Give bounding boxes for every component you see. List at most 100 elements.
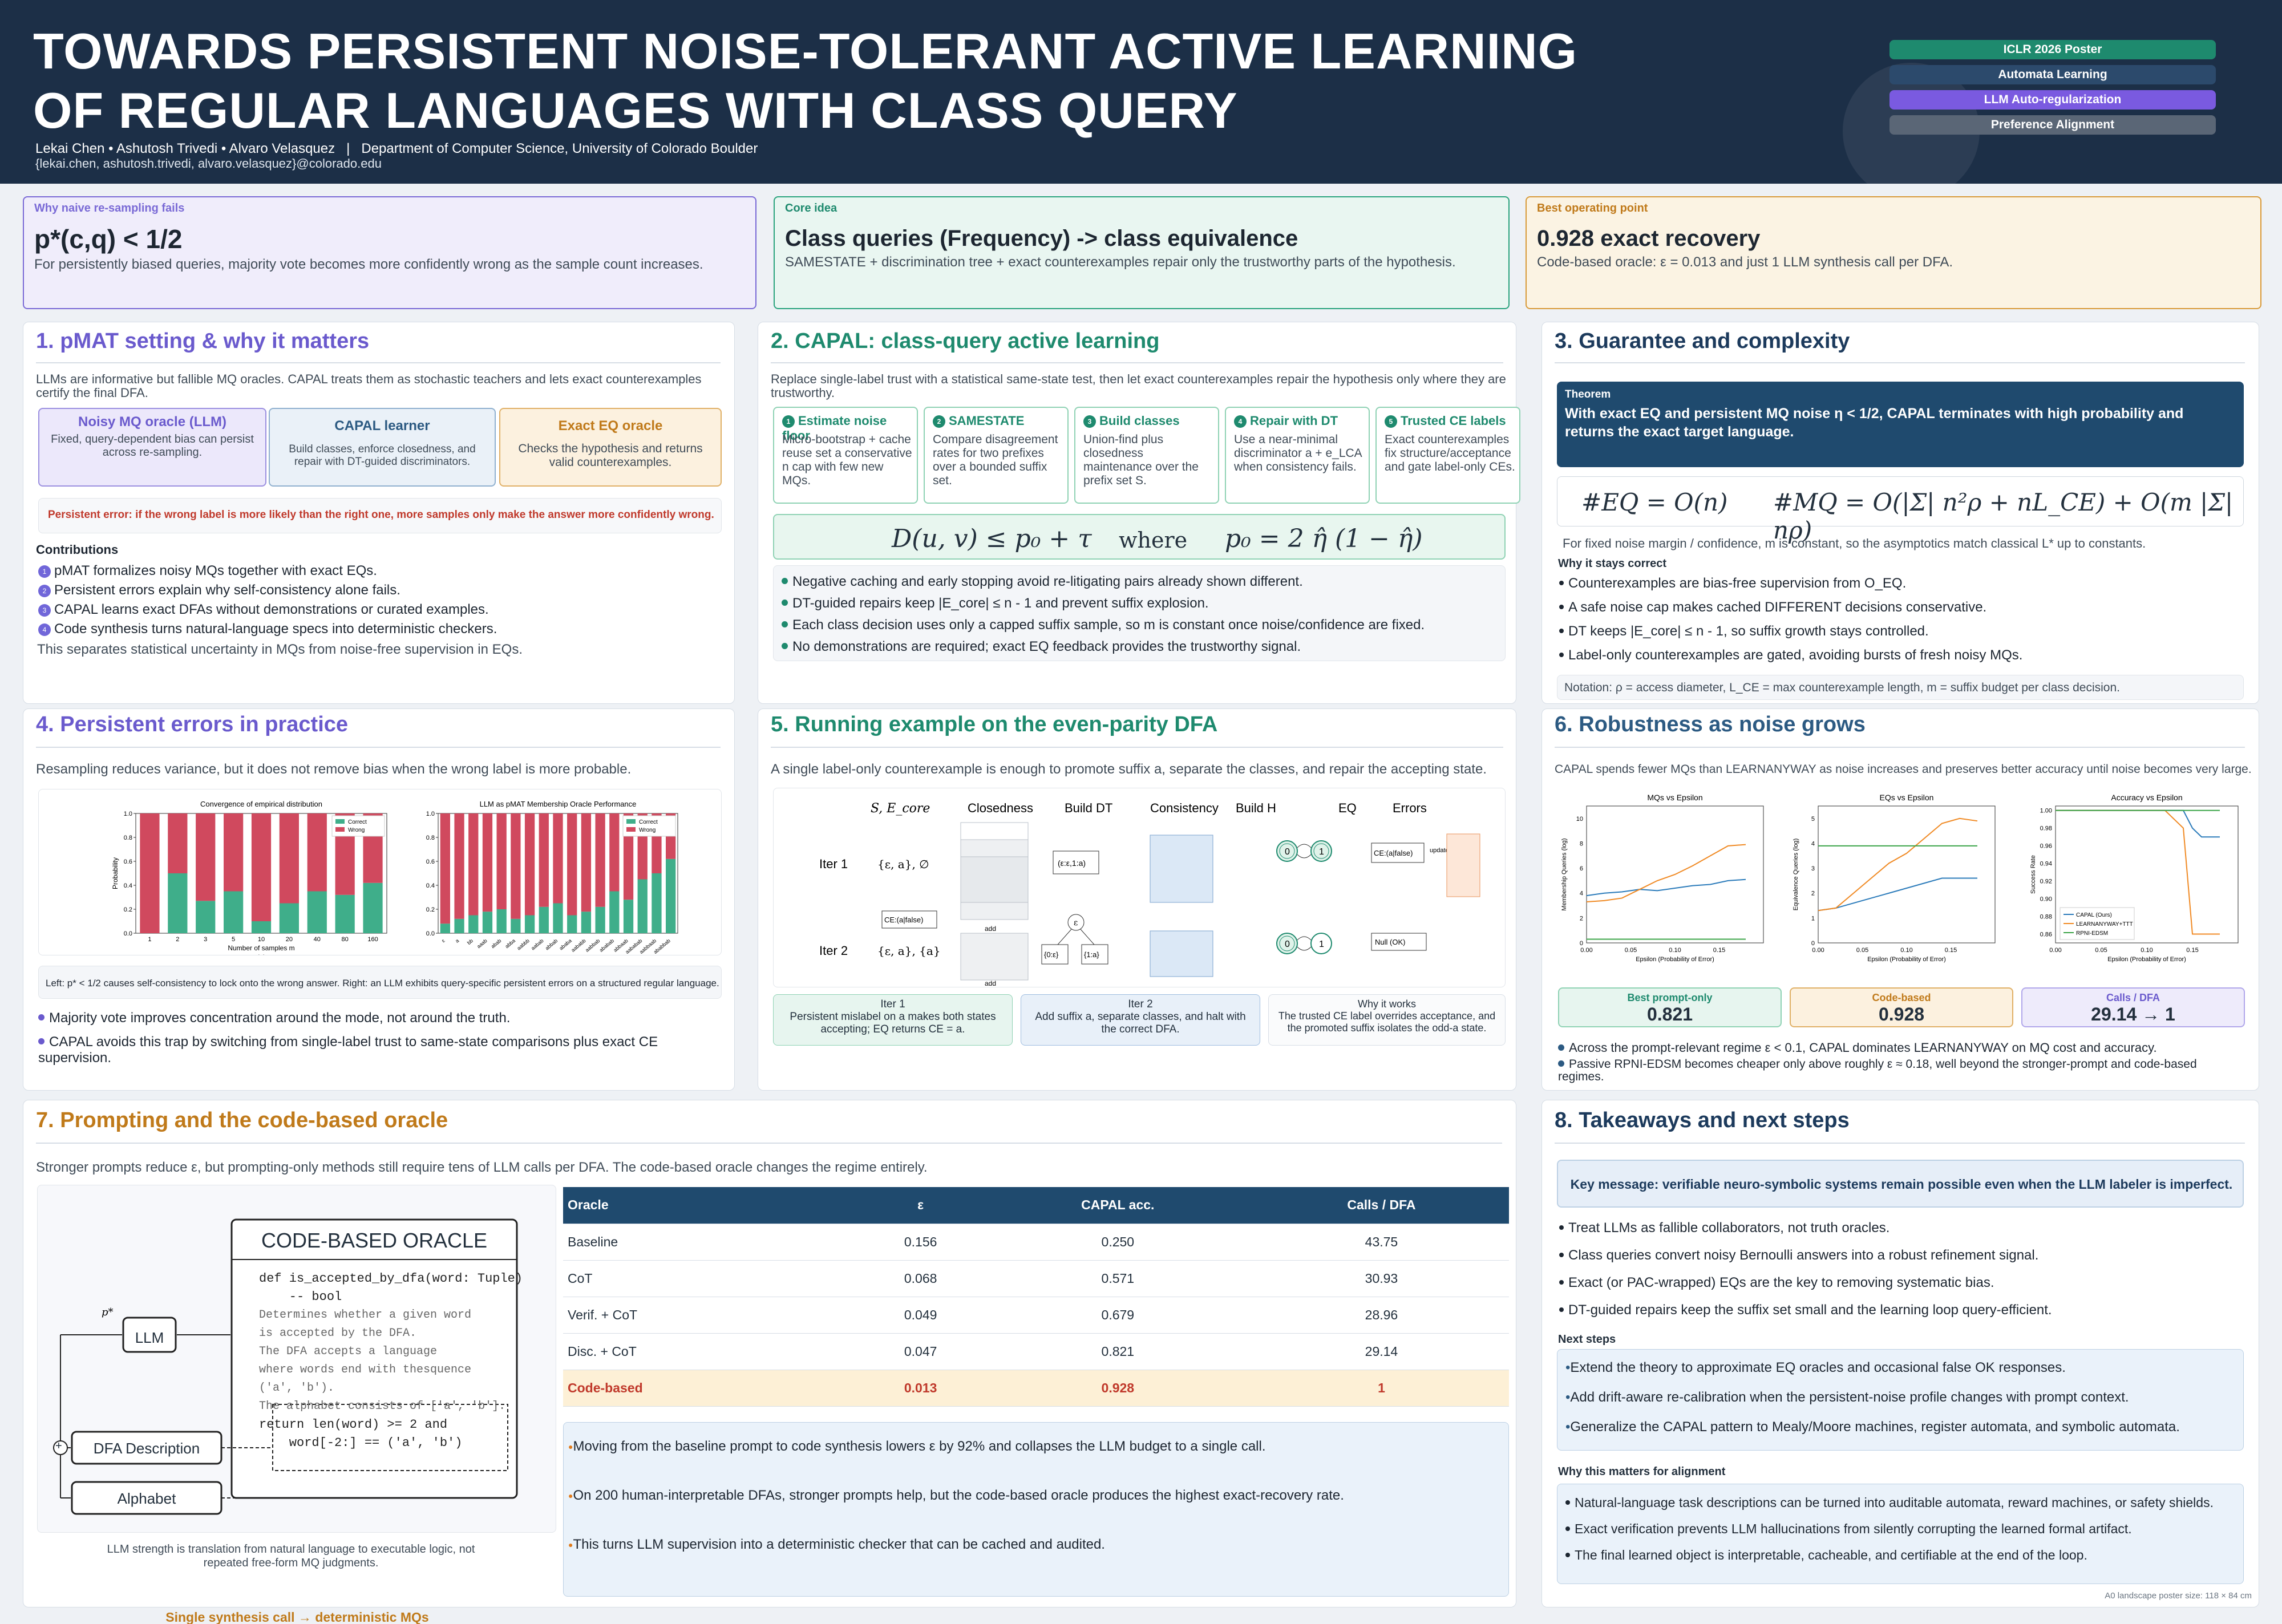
tick-label: 5 [1811,816,1815,823]
iter-title: Iter 2 [1128,998,1153,1010]
section-title: 5. Running example on the even-parity DF… [771,712,1218,736]
section-prompting: 7. Prompting and the code-based oracle S… [23,1100,1516,1624]
table-header: CAPAL acc. [981,1187,1254,1224]
step-card: 4 Repair with DT Use a near-minimal discri… [1225,407,1370,504]
tick-label: 0.6 [124,858,132,865]
theorem-box: Theorem With exact EQ and persistent MQ … [1557,382,2244,467]
llm-node: LLM [135,1329,164,1346]
convergence-chart: Convergence of empirical distribution 0.0… [111,800,387,955]
chart-caption: (a) [257,953,266,955]
tick-label: 10 [1576,816,1583,823]
tick-label: 20 [286,936,293,943]
axis-label: Success Rate [2030,855,2037,894]
table-header: ε [859,1187,982,1224]
bar-correct [496,909,507,933]
bar-wrong [196,813,216,901]
section-title: 8. Takeaways and next steps [1555,1108,1850,1132]
section-capal: 2. CAPAL: class-query active learning Re… [758,322,1520,704]
bar-correct [567,915,577,933]
poster-title: TOWARDS PERSISTENT NOISE-TOLERANT ACTIVE… [33,23,1578,139]
row-label: Iter 1 [819,857,848,871]
stat-label: Best prompt-only [1627,992,1713,1003]
contribution-item: 2 Persistent errors explain why self-cons… [38,582,400,598]
tag-iclr: ICLR 2026 Poster [1889,40,2216,59]
svg-text:1: 1 [1319,847,1324,857]
svg-text:update: update [1430,847,1449,854]
tick-label: 1 [1811,915,1815,922]
bar-wrong [524,813,535,916]
iter-card-why: Why it works The trusted CE label overri… [1268,994,1506,1046]
header: TOWARDS PERSISTENT NOISE-TOLERANT ACTIVE… [0,0,2282,184]
list-item: •Generalize the CAPAL pattern to Mealy/M… [1565,1419,2180,1435]
bar-correct [454,918,464,933]
bar-wrong [251,813,272,921]
footer-note: A0 landscape poster size: 118 × 84 cm [2105,1591,2252,1601]
tick-label: 0.00 [1580,947,1592,954]
table-cell: 1 [1253,1370,1509,1407]
tick-label: ababab [598,938,615,953]
bar-wrong [539,813,549,907]
highlight-title: p*(c,q) < 1/2 [34,224,183,254]
section-note: This separates statistical uncertainty i… [37,642,523,657]
bar-wrong [567,813,577,916]
oracle-title: CODE-BASED ORACLE [261,1229,488,1252]
tick-label: 0.15 [1713,947,1725,954]
tick-label: a [454,938,460,944]
bar-correct [581,912,592,933]
tick-label: 0.10 [2141,947,2152,954]
highlight-label: Core idea [785,202,837,214]
flow-title: Noisy MQ oracle (LLM) [78,414,227,430]
legend: CAPAL (Ours) LEARNANYWAY+TTT RPNI-EDSM [2060,907,2135,940]
dfa-description-node: DFA Description [93,1440,200,1457]
list-item: Natural-language task descriptions can b… [1565,1495,2214,1510]
table-cell: 29.14 [1253,1333,1509,1370]
list-item: Exact verification prevents LLM hallucin… [1565,1521,2132,1537]
col-header: Closedness [968,801,1033,815]
tag-llm: LLM Auto-regularization [1889,90,2216,110]
tick-label: 0.4 [124,882,132,889]
flow-title: Exact EQ oracle [558,418,663,434]
list-item: Negative caching and early stopping avoi… [782,574,1303,590]
list-item: •Add drift-aware re-calibration when the… [1565,1390,2129,1405]
table-header: Calls / DFA [1253,1187,1509,1224]
iter-text: Persistent mislabel on a makes both stat… [790,1011,996,1035]
highlight-text: Code-based oracle: ε = 0.013 and just 1 … [1537,254,1953,270]
table-row: CoT 0.068 0.571 30.93 [563,1260,1509,1297]
tick-label: 0.00 [1812,947,1824,954]
section-intro: Replace single-label trust with a statis… [771,372,1506,400]
legend-swatch [626,819,636,824]
svg-text:ε: ε [1074,918,1078,928]
tick-label: 1.0 [124,811,132,817]
table-cell: 0.571 [981,1260,1254,1297]
plot-frame [1818,805,1996,943]
p-star-label: p* [102,1306,114,1318]
axis-label: Membership Queries (log) [1561,838,1568,910]
table-cell: 30.93 [1253,1260,1509,1297]
list-item: ●Moving from the baseline prompt to code… [568,1439,1266,1454]
stat-value: 0.928 [1878,1004,1925,1024]
tick-label: 0.05 [1856,947,1868,954]
capal-bullets: Negative caching and early stopping avoi… [773,565,1506,661]
theorem-label: Theorem [1565,388,1611,400]
tick-label: 0.2 [426,906,435,913]
bar-correct [468,915,479,933]
list-item: Label-only counterexamples are gated, av… [1559,647,2022,663]
warning-box: Persistent error: if the wrong label is … [38,498,722,533]
step-text: Exact counterexamples fix structure/acce… [1385,433,1515,473]
notation-text: Notation: ρ = access diameter, L_CE = ma… [1564,681,2120,694]
legend-label: LEARNANYWAY+TTT [2076,921,2133,928]
authors: Lekai Chen • Ashutosh Trivedi • Alvaro V… [35,141,758,156]
stat-code-based: Code-based 0.928 [1790,987,2013,1027]
chart-title: Convergence of empirical distribution [200,800,322,808]
list-item: The final learned object is interpretabl… [1565,1547,2087,1563]
bar-wrong [482,813,493,912]
prompting-bullets: ●Moving from the baseline prompt to code… [563,1422,1509,1597]
highlight-title: Class queries (Frequency) -> class equiv… [785,226,1298,251]
tick-label: ε [440,938,446,943]
tick-label: 0.90 [2040,896,2052,903]
tick-label: 4 [1580,890,1583,897]
tick-label: 8 [1580,840,1583,847]
eq-vs-epsilon-chart: EQs vs Epsilon 0.00 0.05 0.10 0.15 0 1 2 3 4 5 Epsi… [1793,793,1996,963]
table-cell: CoT [563,1260,860,1297]
list-item: Treat LLMs as fallible collaborators, no… [1559,1220,1889,1236]
